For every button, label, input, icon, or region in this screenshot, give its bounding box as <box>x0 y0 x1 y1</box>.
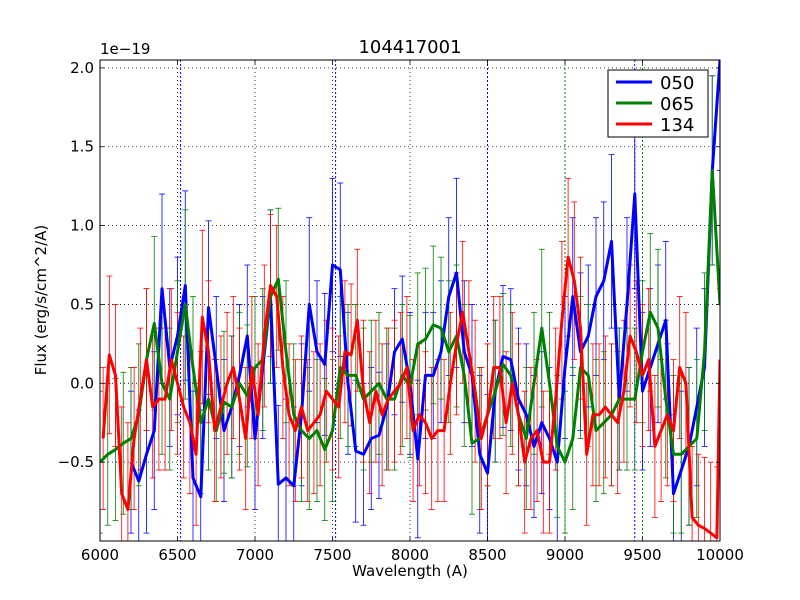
y-tick-label: 2.0 <box>70 59 94 77</box>
legend: 050 065 134 <box>607 69 709 138</box>
y-tick-label: 0.0 <box>70 374 94 392</box>
y-axis-title: Flux (erg/s/cm^2/A) <box>32 225 50 376</box>
legend-label-065: 065 <box>660 94 694 115</box>
x-tick-label: 8500 <box>468 546 506 564</box>
legend-label-050: 050 <box>660 73 694 94</box>
x-axis-title: Wavelength (A) <box>352 562 468 580</box>
y-tick-label: −0.5 <box>58 453 94 471</box>
x-tick-label: 6500 <box>158 546 196 564</box>
series-lines <box>100 60 720 540</box>
chart-title: 104417001 <box>358 37 461 58</box>
legend-label-134: 134 <box>660 115 694 136</box>
axis-ticks: 6000 6500 7000 7500 8000 8500 9000 9500 10000 −0.… <box>58 59 744 564</box>
x-tick-label: 7000 <box>236 546 274 564</box>
y-offset-label: 1e−19 <box>100 40 150 58</box>
x-tick-label: 6000 <box>81 546 119 564</box>
x-tick-label: 8000 <box>391 546 429 564</box>
y-tick-label: 1.5 <box>70 138 94 156</box>
series-line-134 <box>101 255 720 540</box>
x-tick-label: 10000 <box>696 546 744 564</box>
series-line-050 <box>129 60 720 499</box>
x-tick-label: 9500 <box>623 546 661 564</box>
y-tick-label: 0.5 <box>70 295 94 313</box>
x-tick-label: 9000 <box>546 546 584 564</box>
y-tick-label: 1.0 <box>70 217 94 235</box>
x-tick-label: 7500 <box>313 546 351 564</box>
